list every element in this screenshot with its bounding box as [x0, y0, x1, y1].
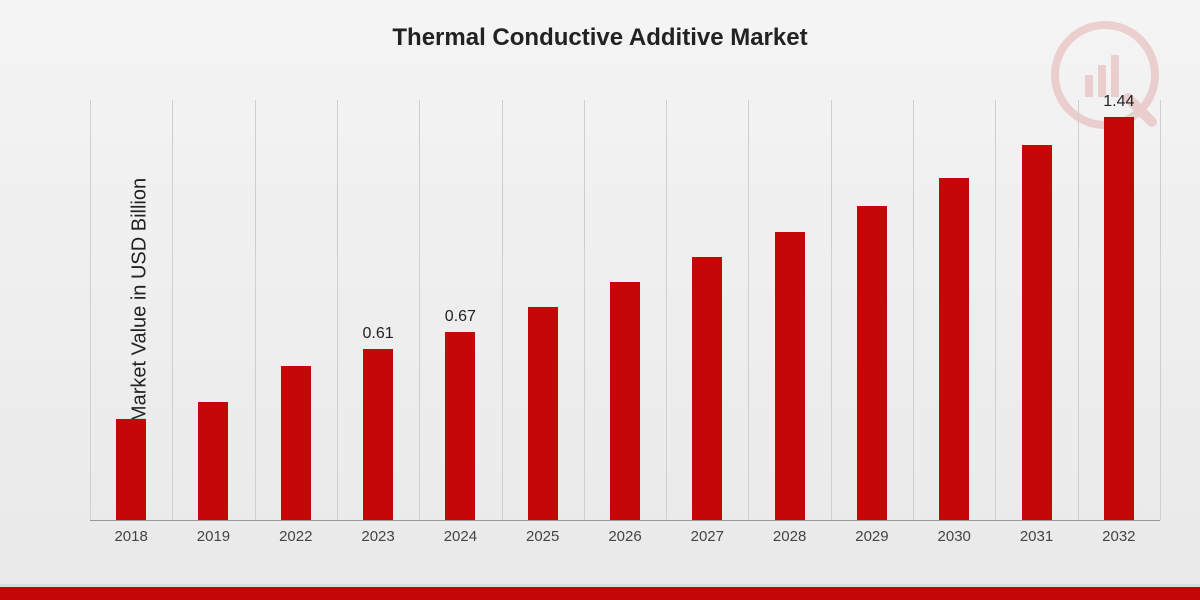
bar	[857, 206, 887, 520]
grid-line	[584, 100, 585, 520]
x-tick-label: 2023	[361, 528, 394, 545]
x-tick-label: 2028	[773, 528, 806, 545]
grid-line	[337, 100, 338, 520]
grid-line	[1160, 100, 1161, 520]
x-tick-label: 2019	[197, 528, 230, 545]
x-tick-label: 2030	[938, 528, 971, 545]
x-axis: 2018 2019 2022 2023 2024 2025 2026 2027 2028 2029…	[90, 520, 1160, 560]
chart-container: Thermal Conductive Additive Market Marke…	[0, 0, 1200, 600]
grid-line	[172, 100, 173, 520]
bar	[198, 402, 228, 520]
x-tick-label: 2032	[1102, 528, 1135, 545]
x-tick-label: 2024	[444, 528, 477, 545]
grid-line	[502, 100, 503, 520]
grid-line	[995, 100, 996, 520]
bar	[528, 307, 558, 520]
bar	[1022, 145, 1052, 520]
grid-line	[666, 100, 667, 520]
grid-line	[255, 100, 256, 520]
grid-line	[831, 100, 832, 520]
bar	[445, 332, 475, 520]
x-tick-label: 2027	[691, 528, 724, 545]
footer-accent-bar	[0, 584, 1200, 600]
bar	[692, 257, 722, 520]
bar	[775, 232, 805, 520]
bar-value-label: 0.61	[362, 325, 393, 343]
x-tick-label: 2029	[855, 528, 888, 545]
bar	[363, 349, 393, 520]
grid-line	[748, 100, 749, 520]
bar	[281, 366, 311, 520]
bar	[939, 178, 969, 520]
x-tick-label: 2026	[608, 528, 641, 545]
plot-area: 0.610.671.44	[90, 100, 1160, 520]
bar	[1104, 117, 1134, 520]
grid-line	[1078, 100, 1079, 520]
bar-value-label: 1.44	[1103, 93, 1134, 111]
bar	[116, 419, 146, 520]
bar-value-label: 0.67	[445, 308, 476, 326]
grid-line	[90, 100, 91, 520]
x-tick-label: 2018	[114, 528, 147, 545]
x-tick-label: 2025	[526, 528, 559, 545]
x-tick-label: 2022	[279, 528, 312, 545]
chart-title: Thermal Conductive Additive Market	[0, 24, 1200, 52]
x-tick-label: 2031	[1020, 528, 1053, 545]
bar	[610, 282, 640, 520]
grid-line	[913, 100, 914, 520]
grid-line	[419, 100, 420, 520]
